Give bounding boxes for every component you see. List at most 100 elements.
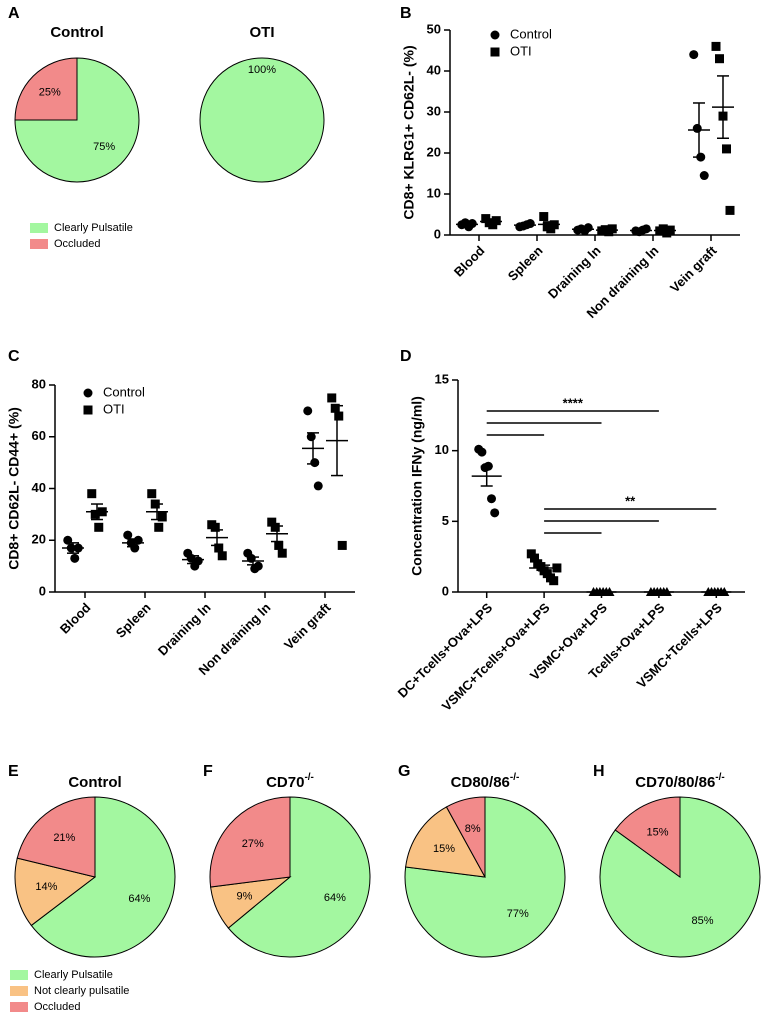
data-point — [123, 530, 133, 540]
y-tick-label: 20 — [32, 532, 46, 547]
pie-slice — [209, 796, 291, 888]
panel-letter: G — [398, 763, 410, 780]
title-text: CD70/80/86 — [635, 774, 715, 791]
x-tick-label: VSMC+Tcells+Ova+LPS — [439, 600, 553, 714]
panel-letter: E — [8, 763, 19, 780]
pie-title: Control — [50, 24, 103, 41]
title-sup: -/- — [510, 772, 519, 783]
pie-slice — [16, 796, 96, 878]
data-point — [725, 205, 735, 215]
title-text: CD70 — [266, 774, 304, 791]
panel-letter: H — [593, 763, 605, 780]
data-point — [330, 403, 340, 413]
y-tick-label: 0 — [39, 583, 46, 598]
slice-label: 21% — [53, 832, 75, 844]
data-point — [87, 489, 97, 499]
data-point — [491, 216, 501, 226]
x-tick-label: DC+Tcells+Ova+LPS — [395, 600, 496, 701]
data-point — [689, 50, 699, 60]
y-axis-label: CD8+ KLRG1+ CD62L- (%) — [401, 45, 417, 219]
y-tick-label: 20 — [427, 144, 441, 159]
legend-marker — [490, 47, 500, 57]
pie-slice — [14, 57, 78, 121]
data-point — [303, 406, 313, 416]
pie-slice — [199, 57, 325, 183]
legend-label: Occluded — [54, 238, 100, 250]
legend-swatch — [10, 986, 28, 996]
x-tick-label: Spleen — [505, 243, 546, 284]
title-sup: -/- — [304, 772, 313, 783]
legend-label: OTI — [103, 401, 125, 416]
slice-label: 100% — [248, 64, 276, 76]
legend-swatch — [10, 970, 28, 980]
title-text: CD80/86 — [451, 774, 510, 791]
pie-slice — [30, 796, 176, 958]
panel-letter: A — [8, 5, 20, 22]
pie-slice — [445, 796, 486, 878]
y-tick-label: 0 — [442, 583, 449, 598]
data-point — [253, 561, 263, 571]
pie-slice — [14, 857, 97, 927]
panel-letter: F — [203, 763, 213, 780]
legend-swatch — [30, 223, 48, 233]
title-text: OTI — [250, 24, 275, 41]
data-point — [270, 522, 280, 532]
data-point — [549, 576, 559, 586]
data-point — [267, 517, 277, 527]
x-tick-label: Blood — [57, 600, 94, 637]
data-point — [477, 447, 487, 457]
data-point — [539, 212, 549, 222]
data-point — [334, 411, 344, 421]
data-point — [70, 553, 80, 563]
slice-label: 85% — [692, 915, 714, 927]
data-point — [711, 41, 721, 51]
x-tick-label: Draining ln — [155, 600, 214, 659]
legend-label: Occluded — [34, 1001, 80, 1013]
pie-title: OTI — [250, 24, 275, 41]
data-point — [337, 540, 347, 550]
data-point — [490, 508, 500, 518]
significance-label: **** — [563, 395, 584, 410]
slice-label: 64% — [128, 893, 150, 905]
pie-slice — [405, 806, 486, 878]
slice-label: 9% — [237, 891, 253, 903]
slice-label: 25% — [39, 87, 61, 99]
y-tick-label: 40 — [427, 62, 441, 77]
slice-label: 27% — [242, 838, 264, 850]
y-tick-label: 10 — [435, 442, 449, 457]
data-point — [722, 144, 731, 154]
legend-label: Not clearly pulsatile — [34, 985, 129, 997]
y-axis-label: CD8+ CD62L- CD44+ (%) — [6, 407, 22, 570]
data-point — [699, 171, 709, 181]
data-point — [94, 522, 104, 532]
legend-marker — [83, 388, 93, 398]
data-point — [147, 489, 157, 499]
pie-title: Control — [68, 774, 121, 791]
legend-swatch — [30, 239, 48, 249]
title-text: Control — [68, 774, 121, 791]
title-text: Control — [50, 24, 103, 41]
legend-label: OTI — [510, 43, 532, 58]
pie-slice — [614, 796, 681, 878]
y-tick-label: 15 — [435, 371, 449, 386]
legend-marker — [83, 405, 93, 415]
x-tick-label: Spleen — [113, 600, 154, 641]
panel-letter: C — [8, 348, 20, 365]
pie-title: CD70/80/86-/- — [635, 772, 725, 791]
data-point — [217, 551, 227, 561]
data-point — [530, 553, 539, 563]
y-tick-label: 50 — [427, 21, 441, 36]
pie-slice — [227, 796, 371, 958]
panel-letter: D — [400, 348, 412, 365]
pie-title: CD80/86-/- — [451, 772, 520, 791]
data-point — [214, 543, 224, 553]
legend-label: Control — [510, 26, 552, 41]
data-point — [715, 54, 724, 64]
y-tick-label: 10 — [427, 185, 441, 200]
significance-label: ** — [625, 493, 636, 508]
data-point — [692, 123, 702, 133]
data-point — [313, 481, 323, 491]
data-point — [487, 494, 496, 504]
data-point — [277, 548, 287, 558]
